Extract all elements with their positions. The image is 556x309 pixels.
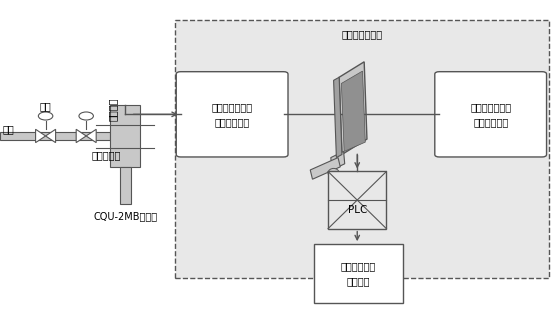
Text: 流体: 流体 <box>3 125 14 134</box>
Text: 基于在线测温的
动态控制模型: 基于在线测温的 动态控制模型 <box>212 102 252 127</box>
Text: 压力调节阀: 压力调节阀 <box>92 150 121 160</box>
Circle shape <box>38 112 53 120</box>
Polygon shape <box>46 129 56 143</box>
FancyBboxPatch shape <box>176 72 288 157</box>
FancyBboxPatch shape <box>120 167 131 204</box>
Circle shape <box>79 112 93 120</box>
Text: 总阀: 总阀 <box>39 101 52 111</box>
Polygon shape <box>339 62 367 154</box>
FancyBboxPatch shape <box>314 244 403 303</box>
Polygon shape <box>86 129 96 143</box>
Polygon shape <box>76 129 86 143</box>
Polygon shape <box>341 71 365 151</box>
FancyBboxPatch shape <box>328 171 386 229</box>
Polygon shape <box>310 158 340 179</box>
Text: 连铸车间中控室: 连铸车间中控室 <box>341 29 383 39</box>
Polygon shape <box>334 77 342 158</box>
FancyBboxPatch shape <box>435 72 547 157</box>
FancyBboxPatch shape <box>110 105 140 167</box>
Bar <box>0 132 110 140</box>
Text: PLC: PLC <box>348 205 367 215</box>
Bar <box>175 20 549 278</box>
Text: 基于传热模型的
动态控制模型: 基于传热模型的 动态控制模型 <box>470 102 511 127</box>
Text: 各二冷支路水
量控制阀: 各二冷支路水 量控制阀 <box>341 261 376 286</box>
Text: 温度信号: 温度信号 <box>108 98 118 121</box>
Polygon shape <box>36 129 46 143</box>
Ellipse shape <box>328 168 339 178</box>
Text: CQU-2MB测温仪: CQU-2MB测温仪 <box>93 212 157 222</box>
Polygon shape <box>331 151 345 170</box>
